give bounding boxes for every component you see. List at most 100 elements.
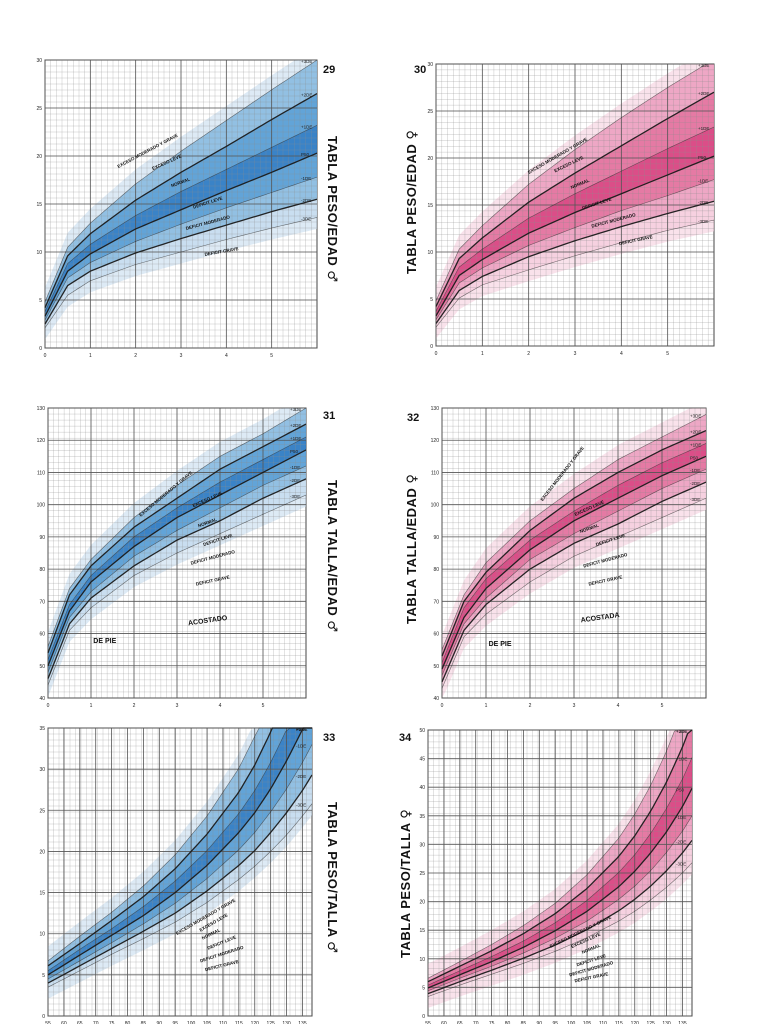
x-tick-label: 60 (61, 1021, 67, 1024)
series-label: -1DE (301, 176, 311, 181)
series-label: -1DE (698, 179, 708, 184)
band--2DE-to--1DE (48, 466, 306, 679)
x-tick-label: 110 (219, 1021, 227, 1024)
series-label: +2DE (290, 423, 301, 428)
series-label: +1DE (690, 442, 701, 447)
band-P50-to-+1DE (48, 728, 312, 975)
x-tick-label: 125 (266, 1021, 275, 1024)
x-tick-label: 0 (435, 351, 438, 357)
x-tick-label: 5 (666, 351, 669, 357)
series-label: +3DE (690, 413, 701, 418)
y-tick-label: 5 (422, 985, 425, 991)
x-tick-label: 4 (617, 703, 620, 709)
series-label: P50 (301, 152, 310, 157)
y-tick-label: 25 (427, 109, 433, 115)
series-label: -2DE (290, 478, 300, 483)
x-tick-label: 95 (552, 1021, 558, 1024)
y-tick-label: 10 (419, 957, 425, 963)
y-tick-label: 30 (427, 62, 433, 68)
chart-talla-edad-nino: -3DE -2DE -1DE P50 +1DE +2DE +3DE 0 1 2 3 4 5 40 50 60 7… (37, 406, 307, 709)
x-tick-label: 130 (662, 1021, 671, 1024)
chart-number: 30 (414, 64, 427, 76)
series-label: +1DE (290, 436, 301, 441)
band-lower-halo (436, 220, 714, 339)
x-tick-label: 0 (44, 353, 47, 359)
chart-panel-29: -3DE -2DE -1DE P50 +1DE +2DE +3DE 0 1 2 3 4 5 0 5 10 15 2… (0, 0, 384, 360)
chart-title-text: TABLA PESO/EDAD (325, 136, 340, 267)
y-tick-label: 30 (419, 842, 425, 848)
series-label: -3DE (698, 219, 708, 224)
series-line-P50 (44, 152, 318, 317)
y-tick-label: 0 (39, 346, 42, 352)
band-lower-halo (442, 498, 706, 698)
series-line-P50 (47, 727, 312, 976)
x-tick-label: 1 (481, 351, 484, 357)
series-line--2DE (435, 200, 715, 324)
annotation-label: DE PIE (489, 641, 512, 648)
series-label: -1DE (290, 465, 300, 470)
series-line-+1DE (47, 436, 307, 660)
series-line-+2DE (47, 727, 312, 967)
y-tick-label: 50 (39, 664, 45, 670)
y-tick-label: 20 (419, 900, 425, 906)
y-tick-label: 35 (419, 814, 425, 820)
x-tick-label: 130 (282, 1021, 291, 1024)
chart-title-text: TABLA PESO/EDAD (404, 143, 419, 274)
series-label: +2DE (296, 727, 307, 732)
x-tick-label: 135 (678, 1021, 687, 1024)
series-label: +2DE (301, 93, 312, 98)
series-label: +3DE (296, 727, 307, 732)
series-line--3DE (44, 217, 318, 329)
y-tick-label: 10 (39, 932, 45, 938)
chart-number: 31 (323, 410, 336, 422)
chart-title-text: TABLA TALLA/EDAD (404, 487, 419, 624)
x-tick-label: 70 (473, 1021, 479, 1024)
female-symbol-icon: ♀ (405, 129, 420, 140)
annotation-label: NORMAL (170, 177, 191, 189)
series-line--1DE (44, 176, 318, 321)
series-label: -3DE (301, 216, 311, 221)
series-label: +1DE (296, 727, 307, 732)
y-tick-label: 30 (36, 58, 42, 64)
chart-title-text: TABLA PESO/TALLA (398, 822, 413, 958)
x-tick-label: 75 (489, 1021, 495, 1024)
series-line-P50 (47, 449, 307, 667)
x-tick-label: 85 (141, 1021, 147, 1024)
series-label: +2DE (690, 430, 701, 435)
x-tick-label: 2 (134, 353, 137, 359)
series-label: P50 (676, 787, 685, 792)
x-tick-label: 5 (270, 353, 273, 359)
series-line--1DE (47, 465, 307, 673)
y-tick-label: 50 (433, 664, 439, 670)
series-line-P50 (441, 455, 707, 670)
x-tick-label: 1 (90, 703, 93, 709)
x-tick-label: 120 (631, 1021, 640, 1024)
series-line-+3DE (47, 727, 312, 962)
chart-panel-30: -3DE -2DE -1DE P50 +1DE +2DE +3DE 0 1 2 3 4 5 0 5 10 15 2… (384, 0, 768, 360)
band-lower-halo (48, 495, 306, 697)
female-symbol-icon: ♀ (405, 473, 420, 484)
x-tick-label: 105 (203, 1021, 212, 1024)
series-line-P50 (435, 155, 715, 317)
y-tick-label: 10 (427, 250, 433, 256)
chart-peso-talla-nino: -3DE -2DE -1DE P50+1DE+2DE+3DE 55 60 65 70 75 80 8… (39, 726, 313, 1024)
male-symbol-icon: ♂ (324, 620, 339, 633)
band-+2DE-to-+3DE (48, 728, 312, 966)
x-tick-label: 4 (219, 703, 222, 709)
band--2DE-to--1DE (442, 469, 706, 682)
x-tick-label: 125 (646, 1021, 655, 1024)
band-+1DE-to-+2DE (48, 424, 306, 660)
x-tick-label: 135 (298, 1021, 307, 1024)
y-tick-label: 10 (36, 250, 42, 256)
x-tick-label: 120 (251, 1021, 260, 1024)
x-tick-label: 100 (187, 1021, 196, 1024)
annotation-label: DE PIE (93, 638, 116, 645)
series-line-+3DE (44, 59, 318, 303)
y-tick-label: 70 (433, 599, 439, 605)
x-tick-label: 1 (89, 353, 92, 359)
band-lower-halo (48, 803, 312, 999)
x-tick-label: 4 (620, 351, 623, 357)
x-tick-label: 3 (176, 703, 179, 709)
series-line--3DE (435, 219, 715, 328)
series-label: +3DE (676, 729, 687, 734)
